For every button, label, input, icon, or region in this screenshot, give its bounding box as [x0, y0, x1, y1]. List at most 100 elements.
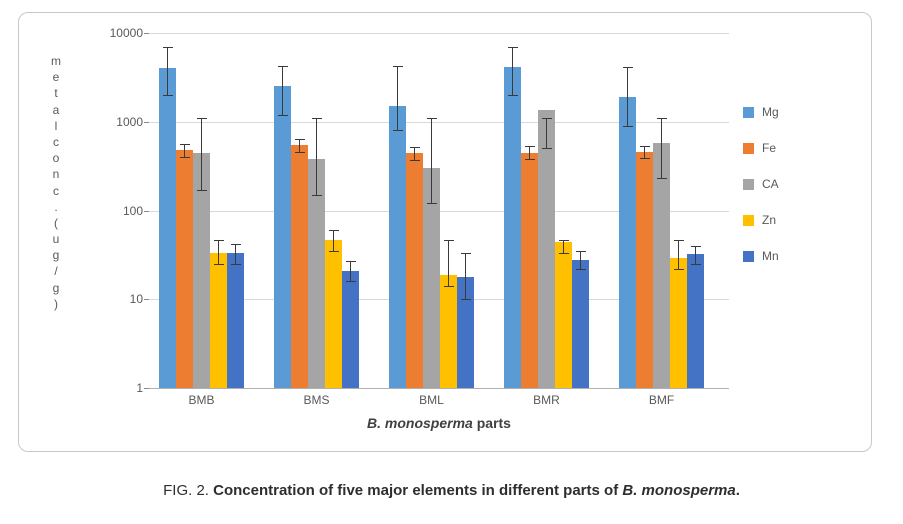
- bar-fe: [291, 145, 308, 388]
- error-bar: [218, 240, 219, 264]
- gridline: [149, 122, 729, 123]
- x-category-label: BMB: [159, 393, 244, 407]
- legend-label: Fe: [762, 141, 776, 155]
- error-cap: [525, 146, 535, 147]
- caption-bold-2: .: [736, 482, 740, 499]
- legend-item-fe: Fe: [743, 141, 853, 155]
- error-cap: [427, 203, 437, 204]
- error-bar: [167, 47, 168, 95]
- error-bar: [661, 118, 662, 178]
- error-bar: [282, 66, 283, 114]
- legend-item-mn: Mn: [743, 249, 853, 263]
- caption-italic: B. monosperma: [622, 482, 735, 499]
- error-cap: [312, 195, 322, 196]
- gridline: [149, 33, 729, 34]
- plot-area: [149, 33, 729, 389]
- bar-fe: [521, 153, 538, 388]
- error-bar: [546, 118, 547, 148]
- error-cap: [576, 251, 586, 252]
- error-bar: [644, 146, 645, 159]
- error-bar: [201, 118, 202, 190]
- bar-zn: [440, 275, 457, 388]
- error-bar: [235, 244, 236, 264]
- error-cap: [461, 299, 471, 300]
- bar-mg: [274, 86, 291, 388]
- error-bar: [431, 118, 432, 203]
- error-cap: [427, 118, 437, 119]
- error-cap: [278, 66, 288, 67]
- error-cap: [623, 126, 633, 127]
- legend-swatch: [743, 251, 754, 262]
- error-cap: [197, 118, 207, 119]
- error-cap: [559, 253, 569, 254]
- x-axis-title-italic: B. monosperma: [367, 415, 473, 431]
- error-cap: [197, 190, 207, 191]
- bar-mg: [389, 106, 406, 388]
- error-bar: [465, 253, 466, 299]
- legend-swatch: [743, 179, 754, 190]
- y-tick-label: 10: [93, 292, 143, 306]
- error-bar: [414, 147, 415, 160]
- error-cap: [231, 244, 241, 245]
- error-bar: [397, 66, 398, 130]
- caption-bold-1: Concentration of five major elements in …: [213, 482, 622, 499]
- legend-item-ca: CA: [743, 177, 853, 191]
- error-bar: [350, 261, 351, 281]
- tickmark: [144, 122, 149, 123]
- error-cap: [444, 240, 454, 241]
- legend-label: CA: [762, 177, 779, 191]
- error-cap: [559, 240, 569, 241]
- error-cap: [163, 47, 173, 48]
- error-cap: [295, 152, 305, 153]
- error-cap: [674, 269, 684, 270]
- error-bar: [299, 139, 300, 152]
- error-cap: [691, 264, 701, 265]
- error-cap: [576, 269, 586, 270]
- tickmark: [144, 211, 149, 212]
- legend-label: Zn: [762, 213, 776, 227]
- bar-mn: [687, 254, 704, 388]
- error-bar: [529, 146, 530, 159]
- y-tick-label: 1000: [93, 115, 143, 129]
- y-tick-label: 1: [93, 381, 143, 395]
- bar-mn: [342, 271, 359, 388]
- y-axis-title: metal conc. (ug/g): [49, 53, 63, 312]
- bar-zn: [325, 240, 342, 388]
- error-cap: [180, 157, 190, 158]
- error-bar: [678, 240, 679, 269]
- x-category-label: BMR: [504, 393, 589, 407]
- error-bar: [316, 118, 317, 195]
- error-cap: [640, 146, 650, 147]
- error-cap: [410, 147, 420, 148]
- x-axis-title-rest: parts: [473, 415, 511, 431]
- error-cap: [214, 264, 224, 265]
- bar-mn: [227, 253, 244, 388]
- error-bar: [184, 144, 185, 157]
- y-tick-label: 100: [93, 204, 143, 218]
- error-cap: [393, 130, 403, 131]
- tickmark: [144, 299, 149, 300]
- error-cap: [329, 251, 339, 252]
- legend-item-zn: Zn: [743, 213, 853, 227]
- legend-swatch: [743, 215, 754, 226]
- error-cap: [393, 66, 403, 67]
- error-cap: [312, 118, 322, 119]
- error-cap: [657, 178, 667, 179]
- error-cap: [461, 253, 471, 254]
- bar-zn: [210, 253, 227, 388]
- error-cap: [508, 47, 518, 48]
- legend-label: Mg: [762, 105, 779, 119]
- tickmark: [144, 33, 149, 34]
- error-bar: [563, 240, 564, 254]
- x-category-label: BML: [389, 393, 474, 407]
- bar-ca: [653, 143, 670, 388]
- legend-swatch: [743, 107, 754, 118]
- bar-fe: [176, 150, 193, 388]
- bar-zn: [670, 258, 687, 388]
- legend: Mg Fe CA Zn Mn: [743, 105, 853, 285]
- error-cap: [163, 95, 173, 96]
- error-bar: [695, 246, 696, 264]
- error-cap: [444, 286, 454, 287]
- error-cap: [231, 264, 241, 265]
- error-cap: [623, 67, 633, 68]
